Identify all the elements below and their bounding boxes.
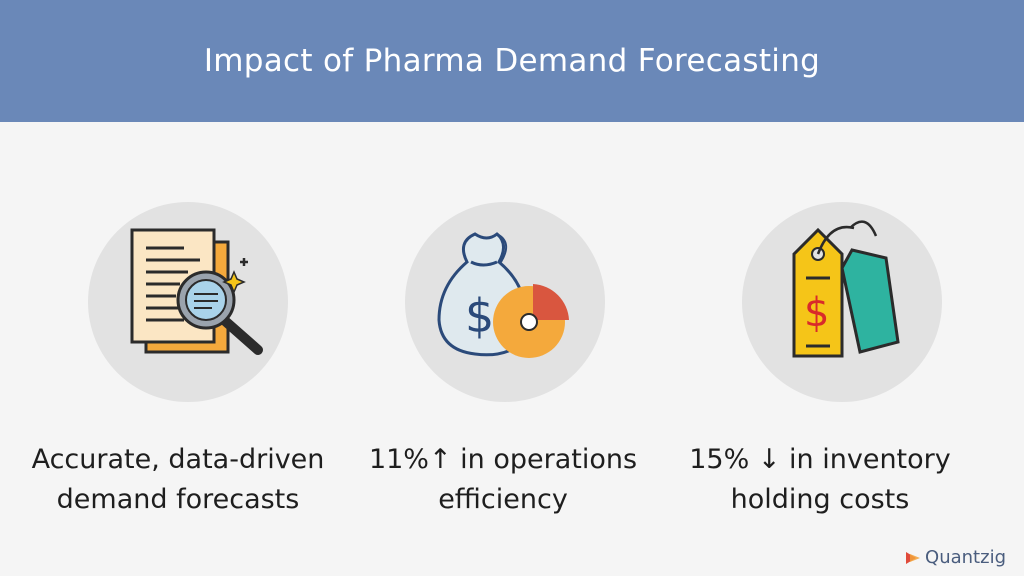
svg-text:$: $ [465, 289, 494, 343]
document-magnifier-icon [130, 228, 263, 355]
brand-name: Quantzig [925, 547, 1006, 568]
header-banner: Impact of Pharma Demand Forecasting [0, 0, 1024, 122]
card-2-caption-line-1: 11%↑ in operations [368, 444, 638, 475]
svg-text:$: $ [804, 290, 829, 336]
card-2-icon-circle: $ [405, 202, 605, 402]
money-bag-pie-chart-icon: $ [437, 232, 569, 358]
card-3-caption-line-1: 15% ↓ in inventory [689, 444, 951, 475]
card-3-icon-circle: $ [742, 202, 942, 402]
card-2-caption: 11%↑ in operations efficiency [333, 440, 673, 520]
quantzig-logo-icon [906, 551, 921, 564]
card-1-icon-circle [88, 202, 288, 402]
price-tag-dollar-icon: $ [792, 220, 900, 358]
card-3-caption: 15% ↓ in inventory holding costs [650, 440, 990, 520]
page-title: Impact of Pharma Demand Forecasting [203, 43, 821, 79]
card-3-caption-line-2: holding costs [730, 484, 910, 515]
card-1-caption-line-2: demand forecasts [56, 484, 300, 515]
card-1-caption: Accurate, data-driven demand forecasts [8, 440, 348, 520]
brand-logo: Quantzig [905, 547, 1006, 568]
card-2-caption-line-2: efficiency [438, 484, 568, 515]
card-1-caption-line-1: Accurate, data-driven [31, 444, 325, 475]
